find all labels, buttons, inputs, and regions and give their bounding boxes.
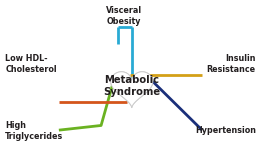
Text: High
Triglycerides: High Triglycerides bbox=[5, 121, 63, 141]
Text: Insulin
Resistance: Insulin Resistance bbox=[207, 54, 256, 74]
Text: Low HDL-
Cholesterol: Low HDL- Cholesterol bbox=[5, 54, 57, 74]
Text: Visceral
Obesity: Visceral Obesity bbox=[106, 6, 142, 26]
Polygon shape bbox=[111, 72, 153, 107]
Text: Hypertension: Hypertension bbox=[195, 126, 256, 135]
Polygon shape bbox=[111, 72, 153, 107]
Text: Metabolic
Syndrome: Metabolic Syndrome bbox=[103, 75, 160, 97]
